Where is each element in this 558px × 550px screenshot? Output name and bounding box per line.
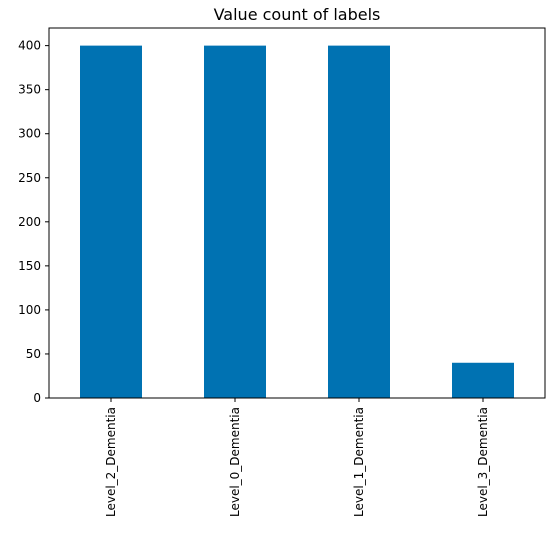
x-tick-label: Level_0_Dementia (228, 407, 242, 517)
x-tick-label: Level_3_Dementia (476, 407, 490, 517)
bar-level-1-dementia (328, 45, 390, 398)
y-tick-label: 250 (18, 171, 41, 185)
y-tick-label: 200 (18, 215, 41, 229)
x-tick-label: Level_1_Dementia (352, 407, 366, 517)
y-tick-label: 100 (18, 303, 41, 317)
x-tick-label: Level_2_Dementia (104, 407, 118, 517)
plot-area: Level_2_Dementia Level_0_Dementia Level_1_… (18, 27, 546, 517)
chart-title: Value count of labels (214, 5, 381, 24)
bar-level-3-dementia (452, 362, 514, 398)
y-tick-label: 350 (18, 83, 41, 97)
y-tick-label: 400 (18, 39, 41, 53)
axes-frame (48, 27, 546, 399)
y-tick-label: 50 (26, 347, 41, 361)
bar-level-2-dementia (80, 45, 142, 398)
bar-level-0-dementia (204, 45, 266, 398)
y-tick-label: 0 (33, 391, 41, 405)
y-tick-label: 300 (18, 127, 41, 141)
y-tick-label: 150 (18, 259, 41, 273)
